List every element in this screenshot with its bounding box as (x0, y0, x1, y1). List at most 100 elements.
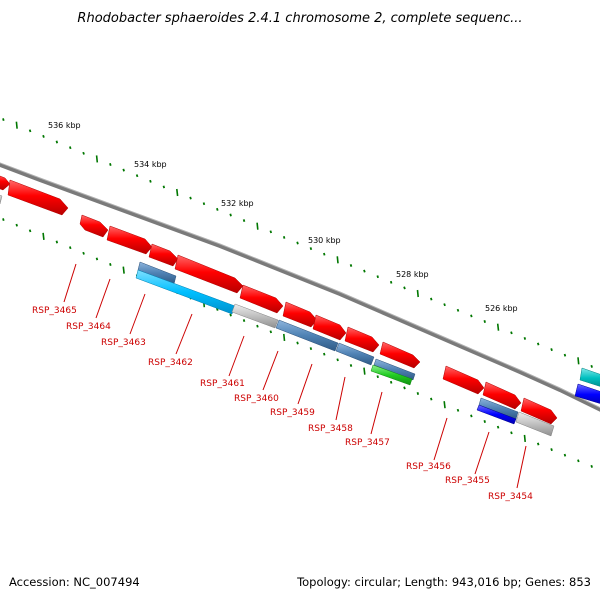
gene-arrow-red[interactable] (520, 397, 558, 425)
minor-tick (510, 431, 513, 435)
minor-tick (563, 453, 567, 457)
minor-tick (296, 341, 299, 345)
minor-tick (82, 251, 85, 255)
minor-tick (376, 375, 379, 379)
minor-tick (376, 275, 379, 279)
minor-tick (483, 420, 486, 423)
accession-text: Accession: NC_007494 (9, 575, 140, 589)
gene-arrow-steelblue[interactable] (335, 342, 375, 366)
scale-label: 526 kbp (485, 304, 518, 313)
gene-arrow-red[interactable] (282, 301, 318, 328)
gene-arrow-blue[interactable] (574, 383, 600, 405)
gene-arrow-red[interactable] (79, 214, 109, 238)
minor-tick (122, 168, 125, 172)
gene-arrow-red[interactable] (7, 179, 69, 216)
gene-arrow-red[interactable] (482, 381, 522, 410)
minor-tick (550, 348, 553, 352)
minor-tick (28, 129, 32, 133)
gene-features (0, 174, 600, 437)
minor-tick (309, 247, 313, 251)
gene-arrow-steelblue[interactable] (373, 358, 416, 381)
scale-label: 528 kbp (396, 270, 429, 279)
gene-arrow-gray[interactable] (231, 303, 279, 329)
major-tick (15, 121, 18, 129)
minor-tick (483, 320, 486, 323)
genome-backbone (0, 162, 600, 412)
gene-label[interactable]: RSP_3459 (270, 408, 315, 418)
minor-tick (2, 218, 5, 222)
minor-tick (590, 364, 593, 368)
minor-tick (470, 414, 473, 418)
minor-tick (42, 134, 45, 138)
minor-tick (242, 319, 246, 323)
gene-arrow-red[interactable] (344, 326, 380, 353)
minor-tick (456, 308, 460, 312)
gene-arrow-steelblue[interactable] (275, 319, 339, 352)
gene-arrow-red[interactable] (379, 341, 421, 369)
major-tick (577, 357, 580, 365)
minor-tick (403, 286, 406, 290)
gene-labels: RSP_3465 RSP_3464 RSP_3463 RSP_3462 RSP_… (32, 306, 533, 502)
gene-label[interactable]: RSP_3462 (148, 358, 193, 368)
gene-label[interactable]: RSP_3456 (406, 462, 451, 472)
gene-label[interactable]: RSP_3461 (200, 379, 245, 389)
genome-backbone-highlight (0, 162, 600, 409)
gene-arrow-gray[interactable] (0, 193, 3, 205)
minor-tick (563, 353, 567, 357)
major-tick (283, 333, 286, 341)
gene-arrow-red[interactable] (239, 284, 284, 314)
minor-tick (349, 364, 353, 367)
gene-arrow-teal[interactable] (579, 367, 600, 388)
gene-arrow-red[interactable] (442, 365, 485, 395)
minor-tick (15, 223, 18, 227)
gene-label[interactable]: RSP_3458 (308, 424, 353, 434)
minor-tick (323, 252, 326, 256)
minor-tick (416, 392, 420, 395)
minor-tick (550, 448, 553, 452)
minor-tick (95, 257, 99, 261)
gene-label[interactable]: RSP_3455 (445, 476, 490, 486)
minor-tick (55, 240, 59, 244)
gene-label[interactable]: RSP_3463 (101, 338, 146, 348)
gene-label[interactable]: RSP_3460 (234, 394, 279, 404)
minor-tick (162, 185, 166, 189)
minor-tick (363, 269, 366, 273)
gene-arrow-red[interactable] (106, 225, 153, 255)
major-tick (496, 323, 500, 331)
gene-arrow-red[interactable] (0, 174, 11, 191)
gene-arrow-red[interactable] (174, 254, 244, 294)
scale-labels: 536 kbp 534 kbp 532 kbp 530 kbp 528 kbp … (48, 121, 518, 313)
minor-tick (430, 397, 433, 401)
minor-tick (28, 229, 32, 233)
genome-summary-text: Topology: circular; Length: 943,016 bp; … (296, 575, 591, 589)
minor-tick (536, 342, 540, 346)
major-tick (416, 289, 419, 298)
minor-tick (349, 264, 353, 267)
minor-tick (443, 303, 446, 307)
gene-arrow-blue[interactable] (476, 404, 517, 425)
minor-tick (135, 174, 139, 178)
gene-label[interactable]: RSP_3465 (32, 306, 77, 316)
minor-tick (229, 313, 232, 317)
minor-tick (510, 331, 513, 335)
minor-tick (256, 324, 259, 328)
gene-arrow-gray[interactable] (515, 411, 555, 437)
minor-tick (229, 213, 232, 217)
gene-arrow-red[interactable] (312, 314, 347, 341)
gene-arrow-green[interactable] (370, 364, 413, 386)
minor-tick (82, 151, 85, 155)
gene-arrow-red[interactable] (148, 243, 179, 267)
gene-label[interactable]: RSP_3464 (66, 322, 111, 332)
gene-arrow-cyan[interactable] (135, 269, 236, 315)
gene-label[interactable]: RSP_3454 (488, 492, 533, 502)
minor-tick (269, 230, 273, 234)
minor-tick (242, 219, 246, 223)
major-tick (256, 222, 259, 230)
major-tick (336, 256, 339, 264)
minor-tick (577, 459, 580, 463)
scale-label: 532 kbp (221, 199, 254, 208)
gene-label[interactable]: RSP_3457 (345, 438, 390, 448)
minor-tick (269, 330, 273, 334)
major-tick (363, 367, 366, 375)
major-tick (95, 155, 99, 163)
